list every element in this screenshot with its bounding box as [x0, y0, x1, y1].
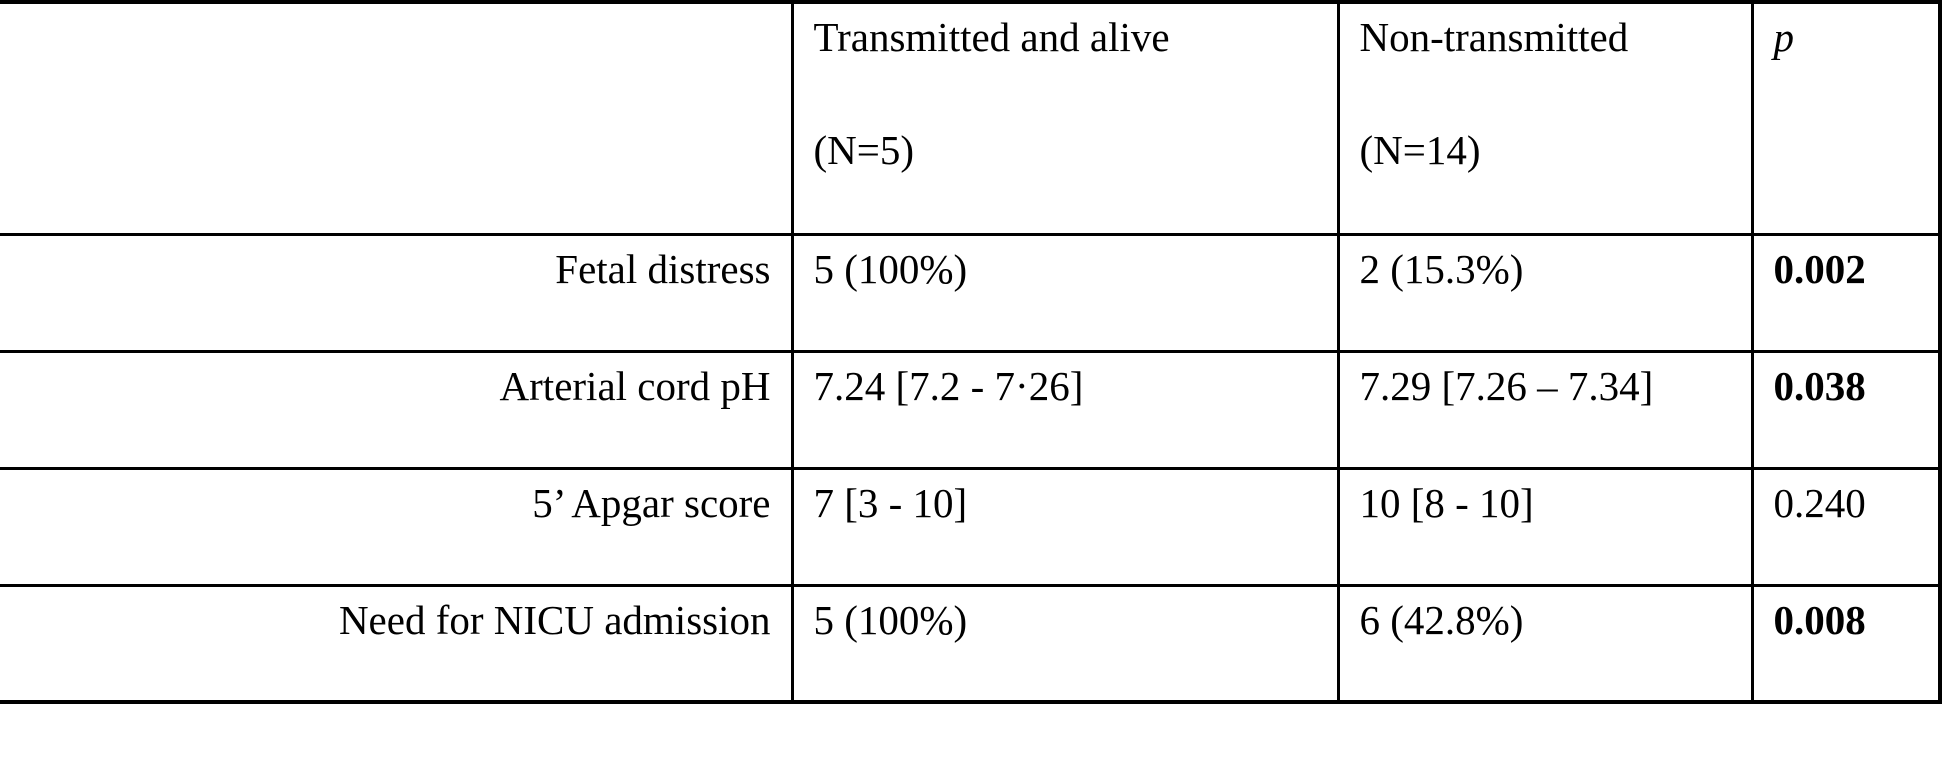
header-p-label: p — [1773, 14, 1795, 60]
non-transmitted-value: 6 (42.8%) — [1336, 583, 1754, 704]
non-transmitted-value: 2 (15.3%) — [1336, 232, 1754, 353]
non-transmitted-value: 10 [8 - 10] — [1336, 466, 1754, 587]
transmitted-value: 7.24 [7.2 - 7·26] — [790, 349, 1340, 470]
header-row: Transmitted and alive (N=5) Non-transmit… — [0, 0, 1942, 236]
p-value: 0.002 — [1750, 232, 1942, 353]
transmitted-value: 7 [3 - 10] — [790, 466, 1340, 587]
header-p-value: p — [1750, 0, 1942, 236]
results-table: Transmitted and alive (N=5) Non-transmit… — [0, 0, 1942, 704]
header-transmitted-title: Transmitted and alive — [813, 14, 1170, 60]
row-label: Arterial cord pH — [0, 349, 794, 470]
table-row: Arterial cord pH 7.24 [7.2 - 7·26] 7.29 … — [0, 349, 1942, 470]
row-label: Need for NICU admission — [0, 583, 794, 704]
table-row: Fetal distress 5 (100%) 2 (15.3%) 0.002 — [0, 232, 1942, 353]
header-non-transmitted-title: Non-transmitted — [1359, 14, 1629, 60]
non-transmitted-value: 7.29 [7.26 – 7.34] — [1336, 349, 1754, 470]
p-value: 0.240 — [1750, 466, 1942, 587]
header-non-transmitted: Non-transmitted (N=14) — [1336, 0, 1754, 236]
p-value: 0.008 — [1750, 583, 1942, 704]
transmitted-value: 5 (100%) — [790, 583, 1340, 704]
row-label: 5’ Apgar score — [0, 466, 794, 587]
p-value: 0.038 — [1750, 349, 1942, 470]
transmitted-value: 5 (100%) — [790, 232, 1340, 353]
table-row: 5’ Apgar score 7 [3 - 10] 10 [8 - 10] 0.… — [0, 466, 1942, 587]
table-row: Need for NICU admission 5 (100%) 6 (42.8… — [0, 583, 1942, 704]
header-non-transmitted-count: (N=14) — [1359, 127, 1481, 174]
header-transmitted-count: (N=5) — [813, 127, 915, 174]
row-label: Fetal distress — [0, 232, 794, 353]
header-transmitted: Transmitted and alive (N=5) — [790, 0, 1340, 236]
header-empty-cell — [0, 0, 794, 236]
